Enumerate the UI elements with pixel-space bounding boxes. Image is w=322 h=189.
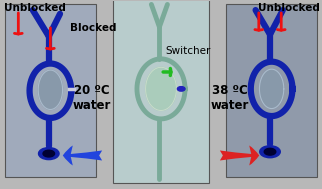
Circle shape bbox=[260, 146, 280, 158]
Polygon shape bbox=[251, 62, 292, 116]
Text: Switcher: Switcher bbox=[166, 46, 211, 56]
Text: Blocked: Blocked bbox=[70, 23, 116, 33]
Circle shape bbox=[264, 148, 276, 155]
Circle shape bbox=[43, 150, 54, 157]
Polygon shape bbox=[137, 59, 185, 119]
Circle shape bbox=[39, 148, 59, 160]
Text: Unblocked: Unblocked bbox=[4, 3, 66, 13]
Bar bbox=[226, 5, 317, 177]
Bar bbox=[5, 5, 96, 177]
Text: 20 ºC
water: 20 ºC water bbox=[73, 84, 111, 112]
Text: 38 ºC
water: 38 ºC water bbox=[211, 84, 249, 112]
Bar bbox=[113, 0, 209, 183]
Polygon shape bbox=[38, 70, 62, 109]
Circle shape bbox=[177, 87, 185, 91]
Text: Unblocked: Unblocked bbox=[258, 3, 320, 13]
Polygon shape bbox=[146, 67, 176, 110]
Polygon shape bbox=[30, 64, 71, 118]
Polygon shape bbox=[260, 69, 284, 108]
